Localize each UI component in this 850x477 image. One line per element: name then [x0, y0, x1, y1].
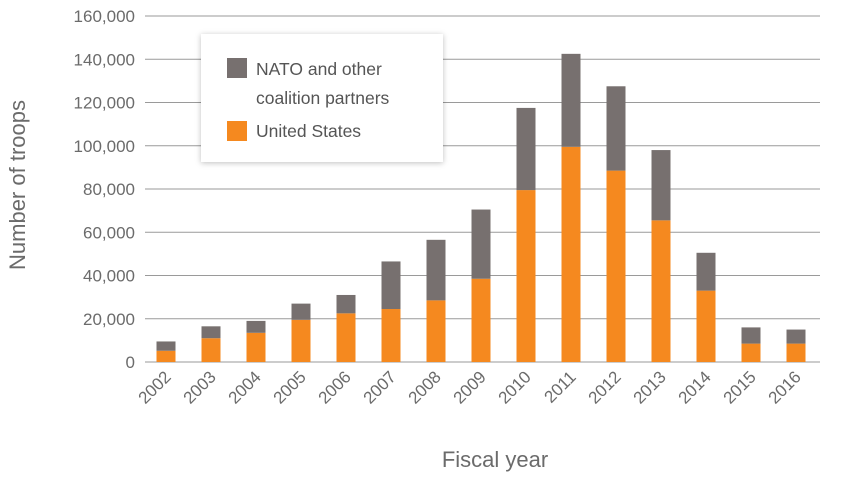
bar-segment — [516, 107, 536, 191]
y-tick-label: 20,000 — [83, 310, 135, 329]
bar-segment — [786, 329, 806, 344]
bar-segment — [471, 209, 491, 279]
x-tick-label: 2013 — [630, 367, 670, 407]
legend-label-nato-line1: NATO and other — [256, 59, 382, 79]
legend: NATO and other coalition partners United… — [201, 34, 443, 162]
bar-segment — [606, 86, 626, 171]
bar-segment — [291, 303, 311, 320]
y-tick-label: 160,000 — [74, 7, 135, 26]
bars — [156, 53, 806, 362]
x-tick-label: 2012 — [585, 367, 625, 407]
bar-segment — [786, 343, 806, 362]
bar-segment — [201, 326, 221, 339]
x-tick-label: 2015 — [720, 367, 760, 407]
x-tick-label: 2011 — [541, 367, 580, 406]
legend-label-us: United States — [256, 121, 361, 141]
bar-segment — [561, 146, 581, 362]
bar-segment — [426, 239, 446, 301]
x-tick-label: 2008 — [405, 367, 445, 407]
x-tick-label: 2016 — [765, 367, 805, 407]
x-axis-title: Fiscal year — [442, 447, 548, 472]
y-tick-label: 80,000 — [83, 180, 135, 199]
bar-segment — [471, 278, 491, 362]
bar-segment — [246, 320, 266, 333]
bar-segment — [246, 332, 266, 362]
bar-segment — [606, 170, 626, 362]
y-tick-label: 0 — [126, 353, 135, 372]
bar-segment — [336, 294, 356, 314]
legend-swatch-us — [227, 121, 247, 141]
x-axis-ticks: 2002 2003 2004 2005 2006 2007 2008 2009 2010 2011… — [135, 367, 805, 407]
y-axis-ticks: 0 20,000 40,000 60,000 80,000 100,000 120,000 1… — [74, 7, 135, 372]
y-tick-label: 140,000 — [74, 50, 135, 69]
bar-segment — [201, 338, 221, 362]
bar-segment — [381, 309, 401, 362]
y-tick-label: 100,000 — [74, 137, 135, 156]
x-tick-label: 2009 — [450, 367, 490, 407]
y-tick-label: 120,000 — [74, 94, 135, 113]
bar-segment — [156, 350, 176, 362]
bar-segment — [381, 261, 401, 310]
legend-label-nato-line2: coalition partners — [256, 88, 390, 108]
x-tick-label: 2002 — [135, 367, 175, 407]
bar-segment — [741, 343, 761, 362]
bar-segment — [156, 341, 176, 351]
x-tick-label: 2007 — [360, 367, 400, 407]
bar-segment — [561, 53, 581, 147]
x-tick-label: 2006 — [315, 367, 355, 407]
x-tick-label: 2004 — [225, 367, 265, 407]
y-tick-label: 60,000 — [83, 223, 135, 242]
x-tick-label: 2003 — [180, 367, 220, 407]
y-axis-title: Number of troops — [5, 100, 30, 270]
bar-segment — [426, 300, 446, 362]
x-tick-label: 2014 — [675, 367, 715, 407]
x-tick-label: 2010 — [495, 367, 535, 407]
bar-segment — [651, 220, 671, 362]
x-tick-label: 2005 — [270, 367, 310, 407]
bar-segment — [651, 150, 671, 221]
bar-segment — [516, 190, 536, 362]
bar-segment — [741, 327, 761, 344]
bar-segment — [336, 313, 356, 362]
bar-segment — [291, 319, 311, 362]
bar-segment — [696, 290, 716, 362]
bar-segment — [696, 252, 716, 291]
legend-swatch-nato — [227, 58, 247, 78]
y-tick-label: 40,000 — [83, 267, 135, 286]
